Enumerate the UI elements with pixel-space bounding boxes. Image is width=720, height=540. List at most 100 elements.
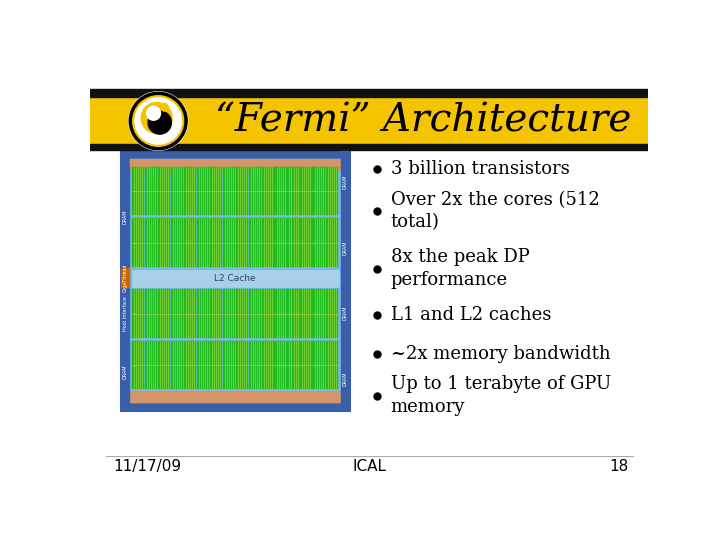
Bar (121, 289, 130, 338)
Bar (171, 218, 183, 267)
Bar (184, 218, 196, 267)
Bar (145, 167, 158, 215)
Bar (132, 289, 145, 338)
Bar (132, 218, 145, 267)
Bar (90, 97, 648, 146)
Text: DRAM: DRAM (123, 364, 127, 379)
Circle shape (161, 103, 168, 111)
Circle shape (129, 92, 188, 150)
Bar (326, 167, 338, 215)
Bar (121, 340, 130, 402)
Text: 3 billion transistors: 3 billion transistors (391, 160, 570, 178)
Bar (184, 289, 196, 338)
Bar (235, 218, 248, 267)
Bar (274, 218, 287, 267)
Bar (313, 341, 325, 389)
Bar (274, 289, 287, 338)
Bar (261, 218, 274, 267)
Text: Up to 1 terabyte of GPU
memory: Up to 1 terabyte of GPU memory (391, 375, 611, 416)
Bar (341, 217, 350, 280)
Bar (261, 167, 274, 215)
Bar (274, 167, 287, 215)
Bar (145, 289, 158, 338)
Bar (341, 347, 350, 411)
Bar (235, 341, 248, 389)
Text: “Fermi” Architecture: “Fermi” Architecture (215, 103, 631, 139)
Bar (248, 218, 261, 267)
Bar (300, 289, 312, 338)
Bar (184, 341, 196, 389)
Bar (235, 289, 248, 338)
Circle shape (135, 98, 181, 144)
Bar (222, 218, 235, 267)
Bar (326, 341, 338, 389)
Bar (197, 341, 209, 389)
Bar (171, 167, 183, 215)
Circle shape (141, 103, 172, 133)
Bar (300, 341, 312, 389)
Bar (222, 341, 235, 389)
Bar (121, 150, 350, 411)
Bar (248, 167, 261, 215)
Bar (158, 218, 170, 267)
Text: L2 Cache: L2 Cache (215, 274, 256, 282)
Bar (132, 269, 339, 287)
Circle shape (148, 111, 171, 134)
Bar (130, 159, 341, 402)
Bar (171, 289, 183, 338)
Bar (235, 167, 248, 215)
Bar (130, 392, 341, 402)
Circle shape (130, 93, 186, 148)
Bar (197, 167, 209, 215)
Bar (130, 159, 341, 170)
Bar (145, 218, 158, 267)
Bar (341, 151, 350, 215)
Text: Over 2x the cores (512
total): Over 2x the cores (512 total) (391, 191, 600, 232)
Bar (158, 341, 170, 389)
Bar (90, 144, 648, 150)
Text: 18: 18 (609, 459, 629, 474)
Bar (287, 289, 300, 338)
Text: ICAL: ICAL (352, 459, 386, 474)
Bar (326, 289, 338, 338)
Bar (300, 167, 312, 215)
Bar (158, 289, 170, 338)
Bar (210, 167, 222, 215)
Text: GigaThread: GigaThread (123, 264, 127, 292)
Bar (222, 289, 235, 338)
Bar (171, 341, 183, 389)
Bar (197, 289, 209, 338)
Bar (210, 341, 222, 389)
Bar (222, 167, 235, 215)
Text: ~2x memory bandwidth: ~2x memory bandwidth (391, 345, 611, 362)
Bar (132, 167, 145, 215)
Text: DRAM: DRAM (343, 306, 348, 320)
Bar (261, 341, 274, 389)
Bar (287, 218, 300, 267)
Bar (158, 167, 170, 215)
Bar (274, 341, 287, 389)
Bar (184, 167, 196, 215)
Bar (132, 341, 145, 389)
Bar (248, 289, 261, 338)
Bar (197, 218, 209, 267)
Bar (145, 341, 158, 389)
Bar (326, 218, 338, 267)
Text: 8x the peak DP
performance: 8x the peak DP performance (391, 248, 529, 289)
Bar (313, 289, 325, 338)
Bar (248, 341, 261, 389)
Bar (210, 289, 222, 338)
Bar (121, 166, 130, 267)
Circle shape (147, 106, 161, 120)
Text: DRAM: DRAM (123, 210, 127, 224)
Text: DRAM: DRAM (343, 175, 348, 190)
Bar (90, 90, 648, 97)
Bar (287, 341, 300, 389)
Bar (300, 218, 312, 267)
Text: Host Interface: Host Interface (123, 296, 127, 331)
Text: DRAM: DRAM (343, 240, 348, 255)
Bar (313, 167, 325, 215)
Bar (210, 218, 222, 267)
Text: 11/17/09: 11/17/09 (113, 459, 181, 474)
Bar (287, 167, 300, 215)
